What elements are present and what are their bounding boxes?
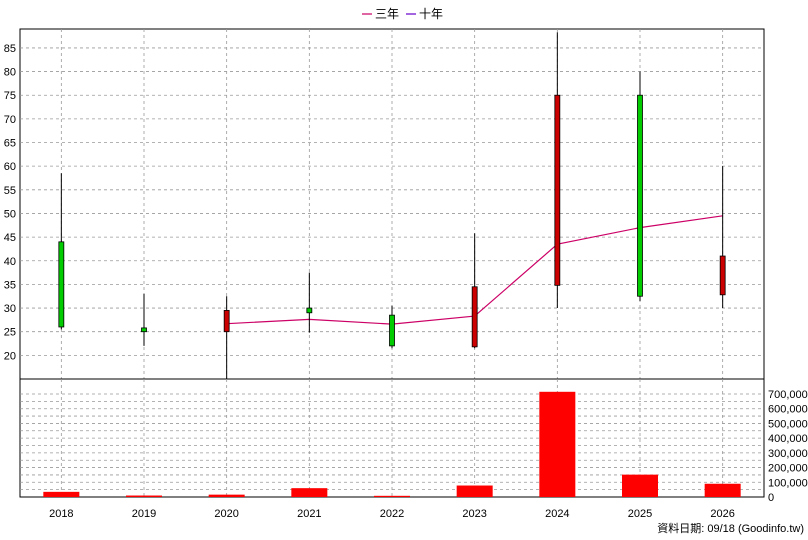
price-panel: 20 25 30 35 40 45 50 55 60 65 70 75 80 85 — [4, 28, 765, 380]
volume-tick-label: 400,000 — [768, 433, 808, 445]
price-tick-label: 60 — [4, 161, 16, 173]
candle-body — [223, 310, 230, 333]
price-tick-label: 55 — [4, 185, 16, 197]
volume-panel: 0 100,000 200,000 300,000 400,000 500,000 600,… — [19, 378, 808, 504]
x-tick-label: 2024 — [545, 508, 569, 520]
candle-body — [306, 307, 313, 314]
volume-tick-label: 700,000 — [768, 389, 808, 401]
candle-body — [719, 255, 726, 296]
volume-bar-2019 — [126, 495, 162, 497]
price-tick-label: 65 — [4, 138, 16, 150]
volume-bar-2025 — [622, 474, 658, 497]
source-note: 資料日期: 09/18 (Goodinfo.tw) — [657, 521, 804, 535]
x-tick-label: 2023 — [462, 508, 486, 520]
price-tick-label: 80 — [4, 67, 16, 79]
volume-bar-2022 — [374, 495, 410, 497]
x-tick-label: 2018 — [49, 508, 73, 520]
volume-bar-2024 — [539, 391, 576, 497]
price-tick-label: 25 — [4, 327, 16, 339]
price-tick-label: 30 — [4, 303, 16, 315]
candle-body — [637, 94, 643, 297]
x-axis: 2018 2019 2020 2021 2022 2023 2024 2025 2026 — [49, 508, 735, 520]
price-tick-label: 50 — [4, 208, 16, 220]
candle-body — [141, 327, 147, 333]
price-tick-label: 40 — [4, 256, 16, 268]
volume-tick-label: 100,000 — [768, 477, 808, 489]
volume-tick-label: 500,000 — [768, 418, 808, 430]
x-tick-label: 2020 — [214, 508, 238, 520]
candle-body — [58, 241, 65, 328]
volume-tick-label: 0 — [768, 492, 774, 504]
legend-label-0: 三年 — [375, 7, 399, 21]
price-tick-label: 45 — [4, 232, 16, 244]
volume-bar-2026 — [704, 483, 741, 497]
x-tick-label: 2019 — [132, 508, 156, 520]
x-tick-label: 2021 — [297, 508, 321, 520]
x-tick-label: 2026 — [710, 508, 734, 520]
candle-body — [389, 314, 395, 347]
legend: 三年 十年 — [362, 7, 443, 21]
candle-body — [554, 94, 561, 286]
volume-tick-label: 300,000 — [768, 448, 808, 460]
x-tick-label: 2022 — [380, 508, 404, 520]
volume-bar-2018 — [43, 491, 80, 497]
price-tick-label: 85 — [4, 43, 16, 55]
candle-body — [471, 286, 478, 348]
volume-bar-2023 — [456, 485, 493, 497]
volume-tick-label: 600,000 — [768, 404, 808, 416]
price-tick-label: 75 — [4, 90, 16, 102]
price-tick-label: 70 — [4, 114, 16, 126]
volume-tick-label: 200,000 — [768, 463, 808, 475]
x-tick-label: 2025 — [628, 508, 652, 520]
volume-bar-2021 — [291, 488, 328, 497]
legend-label-1: 十年 — [419, 7, 443, 21]
volume-bar-2020 — [208, 494, 245, 497]
price-tick-label: 20 — [4, 350, 16, 362]
price-tick-label: 35 — [4, 279, 16, 291]
